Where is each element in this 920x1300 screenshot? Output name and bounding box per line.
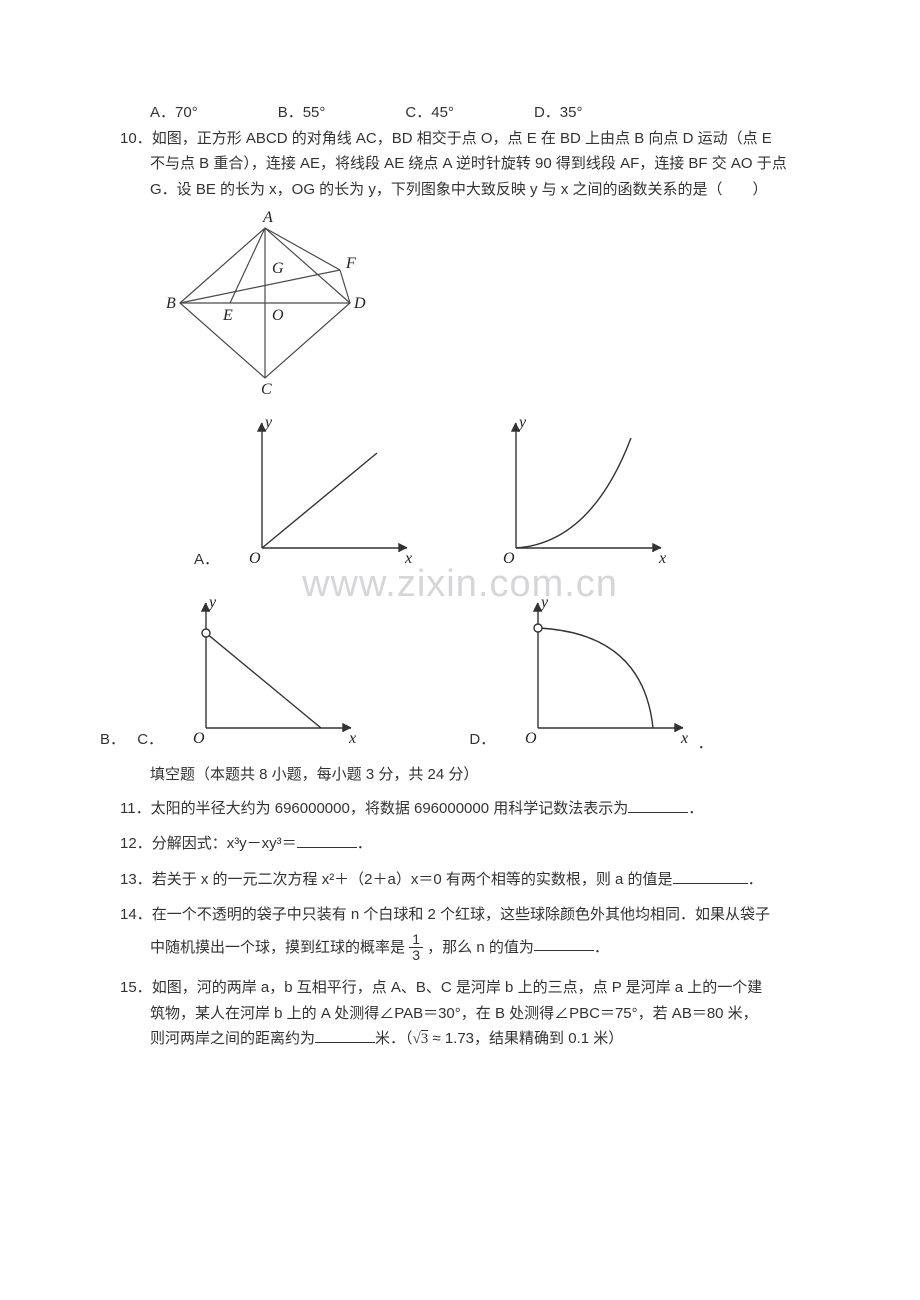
svg-text:O: O bbox=[249, 550, 261, 567]
q9-opt-c: C．45° bbox=[405, 100, 454, 126]
q9-opt-a: A．70° bbox=[150, 100, 198, 126]
q10-graphs-row1: A． y x O bbox=[100, 413, 820, 577]
q15-line3: 则河两岸之间的距离约为米．（√3 ≈ 1.73，结果精确到 0.1 米） bbox=[100, 1026, 820, 1053]
q10-graph-c: y x O bbox=[171, 593, 361, 757]
frac-den: 3 bbox=[409, 948, 423, 963]
q12: 12．分解因式：x³y－xy³＝． bbox=[100, 831, 820, 857]
q14-line1: 14．在一个不透明的袋子中只装有 n 个白球和 2 个红球，这些球除颜色外其他均… bbox=[100, 902, 820, 928]
section2-title: 填空题（本题共 8 小题，每小题 3 分，共 24 分） bbox=[100, 762, 820, 788]
q10-figure-diamond: A B C D E F G O bbox=[100, 208, 820, 407]
label-o: O bbox=[272, 307, 284, 324]
q10-line2: 不与点 B 重合），连接 AE，将线段 AE 绕点 A 逆时针旋转 90 得到线… bbox=[100, 151, 820, 177]
q11: 11．太阳的半径大约为 696000000，将数据 696000000 用科学记… bbox=[100, 796, 820, 822]
q10-graph-d: y x O bbox=[503, 593, 693, 757]
q15-line2: 筑物，某人在河岸 b 上的 A 处测得∠PAB＝30°，在 B 处测得∠PBC＝… bbox=[100, 1001, 820, 1027]
label-e: E bbox=[222, 307, 233, 324]
q10-graphs-row2: B． C． y x O D． bbox=[100, 593, 820, 757]
svg-text:O: O bbox=[503, 550, 515, 567]
q9-opt-b: B．55° bbox=[278, 100, 326, 126]
label-b: B bbox=[166, 295, 176, 312]
q14-blank bbox=[534, 935, 594, 951]
q10-line1: 10．如图，正方形 ABCD 的对角线 AC，BD 相交于点 O，点 E 在 B… bbox=[100, 126, 820, 152]
q15-blank bbox=[315, 1027, 375, 1043]
svg-text:y: y bbox=[207, 594, 217, 611]
label-f: F bbox=[345, 255, 356, 272]
q9-opt-d: D．35° bbox=[534, 100, 583, 126]
q10-opt-c-label: C． bbox=[133, 727, 167, 757]
q10-graph-b: y x O bbox=[481, 413, 671, 577]
svg-text:x: x bbox=[348, 730, 356, 747]
q14-line2: 中随机摸出一个球，摸到红球的概率是 1 3 ，那么 n 的值为． bbox=[100, 932, 820, 964]
svg-text:O: O bbox=[525, 730, 537, 747]
frac-num: 1 bbox=[409, 932, 423, 948]
svg-text:x: x bbox=[680, 730, 688, 747]
q10-opt-a-label: A． bbox=[190, 547, 223, 577]
q10-line3: G．设 BE 的长为 x，OG 的长为 y，下列图象中大致反映 y 与 x 之间… bbox=[100, 177, 820, 203]
q13: 13．若关于 x 的一元二次方程 x²＋（2＋a）x＝0 有两个相等的实数根，则… bbox=[100, 867, 820, 893]
label-a: A bbox=[262, 209, 273, 226]
section-b-prefix: B． bbox=[100, 727, 129, 757]
svg-text:y: y bbox=[517, 414, 527, 431]
svg-text:y: y bbox=[263, 414, 273, 431]
q13-blank bbox=[673, 868, 748, 884]
svg-text:x: x bbox=[404, 550, 412, 567]
q10-opt-d-label: D． bbox=[465, 727, 499, 757]
svg-text:y: y bbox=[539, 594, 549, 611]
label-c: C bbox=[261, 381, 272, 398]
label-d: D bbox=[353, 295, 366, 312]
q15-line1: 15．如图，河的两岸 a，b 互相平行，点 A、B、C 是河岸 b 上的三点，点… bbox=[100, 975, 820, 1001]
label-g: G bbox=[272, 260, 284, 277]
q9-options: A．70° B．55° C．45° D．35° bbox=[100, 100, 820, 126]
q10-graph-a: y x O bbox=[227, 413, 417, 577]
svg-text:x: x bbox=[658, 550, 666, 567]
q10-trailing-dot: ． bbox=[698, 735, 713, 752]
svg-text:O: O bbox=[193, 730, 205, 747]
q12-blank bbox=[297, 832, 357, 848]
q11-blank bbox=[628, 797, 688, 813]
